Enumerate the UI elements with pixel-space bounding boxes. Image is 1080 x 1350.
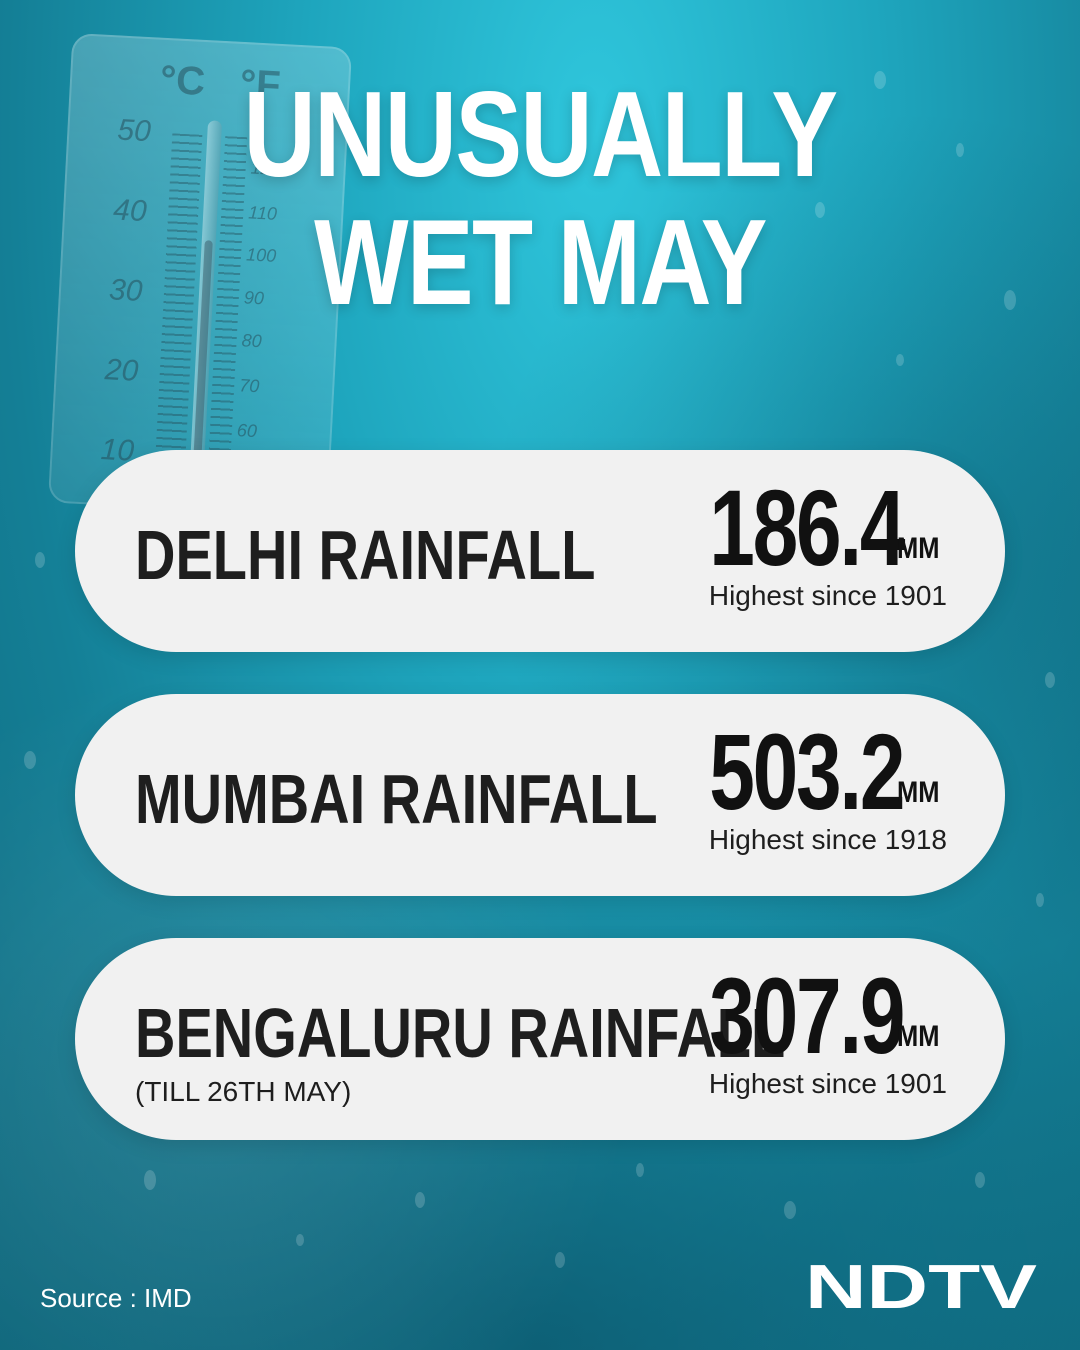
rainfall-figure: 186.4MM Highest since 1901 xyxy=(587,467,947,612)
ndtv-logo: NDTV xyxy=(805,1258,1037,1316)
fahrenheit-label: 60 xyxy=(236,420,258,442)
rainfall-unit: MM xyxy=(897,532,940,565)
page-title: UNUSUALLY WET MAY xyxy=(97,70,983,326)
title-line-1: UNUSUALLY xyxy=(243,66,839,202)
rainfall-figure: 307.9MM Highest since 1901 xyxy=(587,955,947,1100)
fahrenheit-label: 70 xyxy=(238,375,260,397)
rainfall-value: 307.9 xyxy=(709,955,905,1076)
rainfall-figure: 503.2MM Highest since 1918 xyxy=(587,711,947,856)
logo-wordmark: NDTV xyxy=(805,1258,1037,1316)
city-label: MUMBAI RAINFALL xyxy=(135,760,658,838)
rainfall-card-bengaluru: BENGALURU RAINFALL (TILL 26TH MAY) 307.9… xyxy=(75,938,1005,1140)
rainfall-value: 186.4 xyxy=(709,467,905,588)
rainfall-value: 503.2 xyxy=(709,711,905,832)
rainfall-unit: MM xyxy=(897,776,940,809)
period-note: (TILL 26TH MAY) xyxy=(135,1076,352,1107)
fahrenheit-label: 80 xyxy=(241,330,263,352)
rainfall-unit: MM xyxy=(897,1020,940,1053)
celsius-label: 20 xyxy=(104,353,140,388)
source-credit: Source : IMD xyxy=(40,1283,192,1313)
record-note: Highest since 1901 xyxy=(708,580,947,611)
rainfall-card-delhi: DELHI RAINFALL 186.4MM Highest since 190… xyxy=(75,450,1005,652)
record-note: Highest since 1918 xyxy=(708,824,947,855)
record-note: Highest since 1901 xyxy=(708,1068,947,1099)
rainfall-card-mumbai: MUMBAI RAINFALL 503.2MM Highest since 19… xyxy=(75,694,1005,896)
city-label: DELHI RAINFALL xyxy=(135,516,596,594)
title-line-2: WET MAY xyxy=(314,194,767,330)
city-label: BENGALURU RAINFALL xyxy=(135,994,786,1072)
